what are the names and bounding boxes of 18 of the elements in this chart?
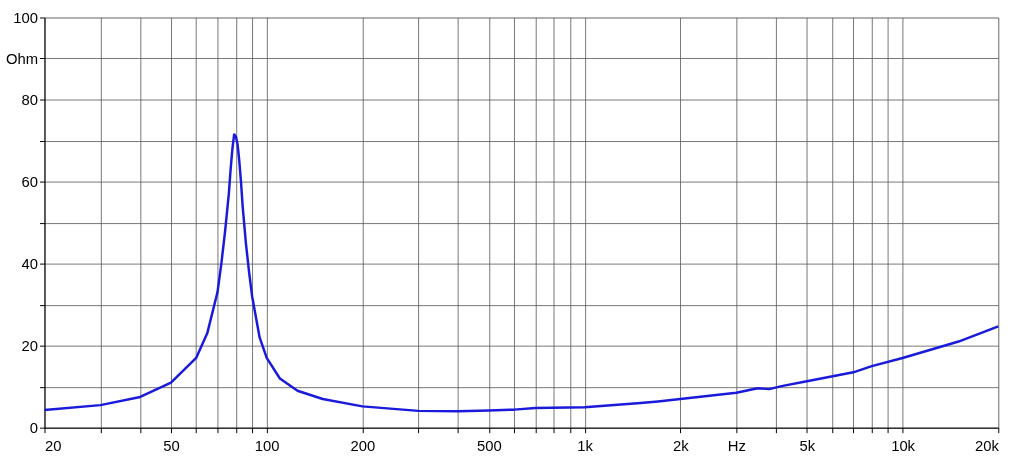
x-tick-label: 50 (163, 437, 180, 454)
x-tick-label: 200 (350, 437, 376, 454)
x-tick-label: 100 (254, 437, 280, 454)
y-tick-label: 20 (21, 338, 39, 355)
x-tick-label: 1k (577, 437, 594, 454)
x-tick-label: 20 (44, 437, 62, 454)
x-tick-label: 5k (799, 437, 816, 454)
x-tick-label: 10k (891, 437, 916, 454)
y-tick-label: 0 (29, 420, 39, 437)
x-tick-label: 20k (974, 437, 1000, 454)
y-tick-label: 40 (21, 256, 39, 273)
x-tick-label: Hz (727, 437, 746, 454)
y-tick-label: Ohm (5, 50, 39, 67)
y-tick-label: 80 (21, 91, 39, 108)
x-tick-label: 2k (673, 437, 690, 454)
y-tick-label: 100 (13, 9, 39, 26)
x-tick-label: 500 (477, 437, 502, 454)
y-tick-label: 60 (21, 174, 39, 191)
